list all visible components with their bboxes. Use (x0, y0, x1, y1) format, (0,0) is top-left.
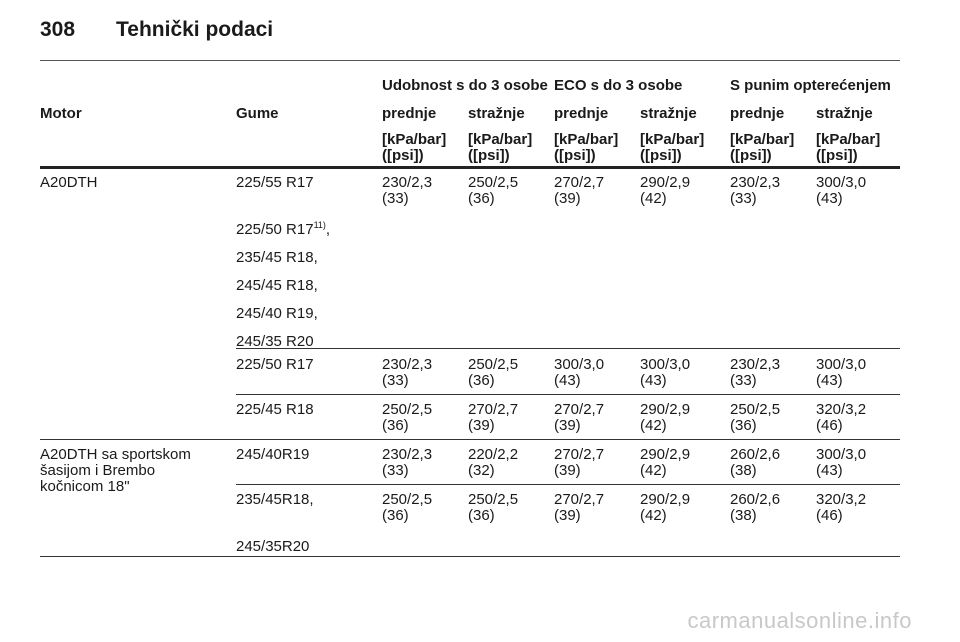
tire-size: 245/40 R19, (236, 305, 318, 322)
pressure-value: 260/2,6 (38) (730, 446, 781, 479)
motor-name: A20DTH sa sportskom šasijom i Brembo koč… (40, 446, 191, 495)
tire-size: 235/45R18, (236, 491, 314, 508)
tires-header: Gume (236, 105, 279, 122)
pressure-value: 270/2,7 (39) (554, 174, 605, 207)
tire-size: 245/35 R20 (236, 333, 314, 350)
axle-header: prednje (554, 105, 609, 122)
row-divider (236, 484, 900, 485)
tire-size: 235/45 R18, (236, 249, 318, 266)
pressure-value: 230/2,3 (33) (382, 174, 433, 207)
pressure-value: 320/3,2 (46) (816, 401, 867, 434)
row-divider (236, 348, 900, 349)
pressure-value: 320/3,2 (46) (816, 491, 867, 524)
motor-header: Motor (40, 105, 82, 122)
watermark: carmanualsonline.info (687, 608, 912, 633)
pressure-value: 230/2,3 (33) (730, 174, 781, 207)
tire-size: 225/50 R17 (236, 356, 314, 373)
axle-header: prednje (382, 105, 437, 122)
pressure-value: 250/2,5 (36) (730, 401, 781, 434)
pressure-value: 300/3,0 (43) (816, 446, 867, 479)
motor-divider (40, 439, 900, 440)
pressure-value: 270/2,7 (39) (468, 401, 519, 434)
pressure-value: 290/2,9 (42) (640, 401, 691, 434)
motor-name: A20DTH (40, 174, 98, 191)
pressure-value: 260/2,6 (38) (730, 491, 781, 524)
tire-size: 225/45 R18 (236, 401, 314, 418)
group-header-full-load: S punim opterećenjem (730, 77, 891, 94)
pressure-value: 270/2,7 (39) (554, 446, 605, 479)
page-header: 308 Tehnički podaci (40, 18, 273, 42)
tire-size: 225/55 R17 (236, 174, 314, 191)
group-header-comfort: Udobnost s do 3 osobe (382, 77, 548, 94)
pressure-value: 250/2,5 (36) (468, 491, 519, 524)
axle-header: stražnje (468, 105, 525, 122)
unit-header: [kPa/bar] ([psi]) (640, 131, 705, 164)
unit-header: [kPa/bar] ([psi]) (468, 131, 533, 164)
pressure-value: 290/2,9 (42) (640, 491, 691, 524)
axle-header: prednje (730, 105, 785, 122)
group-header-eco: ECO s do 3 osobe (554, 77, 683, 94)
pressure-value: 220/2,2 (32) (468, 446, 519, 479)
pressure-value: 270/2,7 (39) (554, 491, 605, 524)
pressure-value: 290/2,9 (42) (640, 446, 691, 479)
tire-size: 245/40R19 (236, 446, 310, 463)
page-title: Tehnički podaci (116, 18, 274, 41)
pressure-value: 270/2,7 (39) (554, 401, 605, 434)
header-divider (40, 166, 900, 169)
pressure-value: 230/2,3 (33) (730, 356, 781, 389)
pressure-value: 290/2,9 (42) (640, 174, 691, 207)
pressure-value: 230/2,3 (33) (382, 446, 433, 479)
pressure-value: 250/2,5 (36) (382, 401, 433, 434)
unit-header: [kPa/bar] ([psi]) (730, 131, 795, 164)
unit-header: [kPa/bar] ([psi]) (382, 131, 447, 164)
pressure-value: 300/3,0 (43) (640, 356, 691, 389)
unit-header: [kPa/bar] ([psi]) (816, 131, 881, 164)
pressure-value: 250/2,5 (36) (468, 174, 519, 207)
page-number: 308 (40, 18, 76, 41)
footnote-marker: 11) (313, 220, 326, 230)
axle-header: stražnje (640, 105, 697, 122)
tire-size: 245/35R20 (236, 538, 310, 555)
row-divider (236, 394, 900, 395)
tire-size: 225/50 R1711), (236, 220, 331, 238)
axle-header: stražnje (816, 105, 873, 122)
pressure-value: 300/3,0 (43) (816, 356, 867, 389)
pressure-value: 250/2,5 (36) (468, 356, 519, 389)
tire-size: 245/45 R18, (236, 277, 318, 294)
top-divider (40, 60, 900, 61)
pressure-value: 300/3,0 (43) (554, 356, 605, 389)
pressure-value: 300/3,0 (43) (816, 174, 867, 207)
pressure-value: 250/2,5 (36) (382, 491, 433, 524)
table-bottom-rule (40, 556, 900, 557)
unit-header: [kPa/bar] ([psi]) (554, 131, 619, 164)
pressure-value: 230/2,3 (33) (382, 356, 433, 389)
